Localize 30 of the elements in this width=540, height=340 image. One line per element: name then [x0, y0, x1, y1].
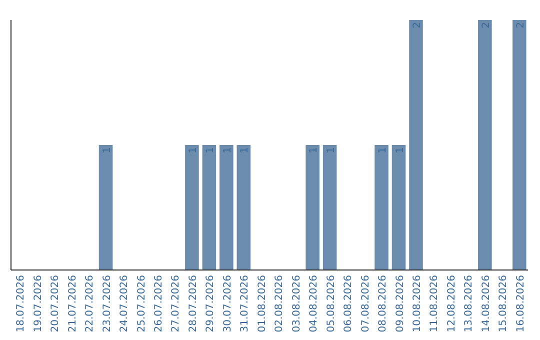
x-tick-label: 21.07.2026 — [67, 275, 78, 332]
x-tick-label: 20.07.2026 — [50, 275, 62, 332]
x-tick-label: 14.08.2026 — [480, 275, 492, 332]
x-tick-label: 28.07.2026 — [188, 275, 199, 332]
x-tick-label: 29.07.2026 — [205, 275, 216, 332]
x-tick-label: 15.08.2026 — [498, 275, 510, 332]
x-tick-label: 22.07.2026 — [84, 275, 96, 332]
x-tick-label: 13.08.2026 — [464, 275, 475, 332]
x-tick-label: 24.07.2026 — [119, 275, 130, 332]
x-tick-label: 19.07.2026 — [32, 275, 44, 332]
x-tick-label: 16.08.2026 — [515, 275, 526, 332]
x-tick-label: 11.08.2026 — [429, 275, 440, 332]
x-tick-label: 07.08.2026 — [360, 275, 372, 332]
x-tick-label: 04.08.2026 — [308, 275, 320, 332]
x-tick-label: 25.07.2026 — [136, 275, 148, 332]
x-tick-label: 30.07.2026 — [222, 275, 234, 332]
x-tick-label: 27.07.2026 — [170, 275, 182, 332]
x-tick-label: 06.08.2026 — [343, 275, 354, 332]
x-tick-label: 12.08.2026 — [446, 275, 458, 332]
x-tick-label: 10.08.2026 — [412, 275, 423, 332]
x-tick-label: 09.08.2026 — [394, 275, 406, 332]
x-tick-label: 18.07.2026 — [16, 275, 27, 332]
x-tick-label: 01.08.2026 — [256, 275, 268, 332]
x-tick-label: 08.08.2026 — [378, 275, 389, 332]
x-tick-label: 02.08.2026 — [274, 275, 286, 332]
x-tick-label: 23.07.2026 — [102, 275, 113, 332]
x-tick-label: 05.08.2026 — [326, 275, 337, 332]
x-tick-label: 03.08.2026 — [291, 275, 302, 332]
x-tick-label: 31.07.2026 — [240, 275, 251, 332]
x-tick-label: 26.07.2026 — [153, 275, 164, 332]
